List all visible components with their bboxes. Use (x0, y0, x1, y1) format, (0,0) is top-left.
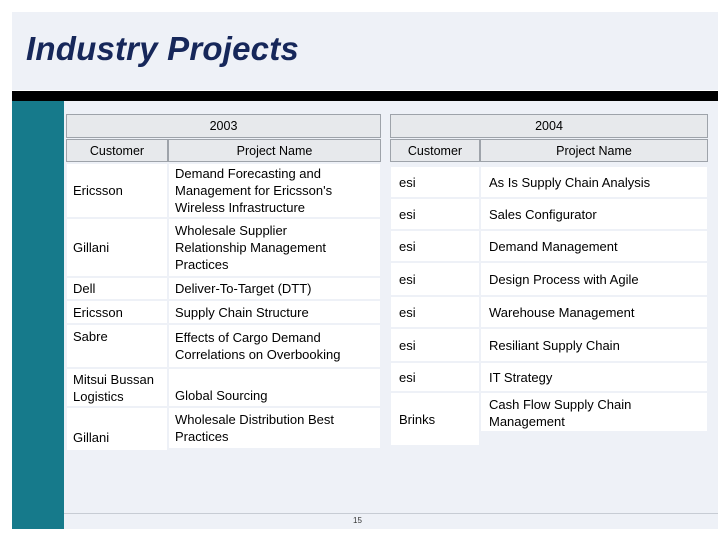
year-2004-header: 2004 (390, 114, 708, 138)
row-2003-5-project: Effects of Cargo Demand Correlations on … (169, 325, 380, 367)
row-2003-4-customer: Ericsson (67, 301, 167, 323)
slide-title: Industry Projects (26, 30, 299, 67)
page-number: 15 (353, 516, 362, 525)
title-band (12, 12, 718, 90)
row-2003-3-customer: Dell (67, 278, 167, 299)
row-2004-3-project: Demand Management (481, 231, 707, 261)
row-2003-7-customer: Gillani (67, 408, 167, 450)
row-2004-4-customer: esi (391, 263, 479, 295)
row-2003-5-customer: Sabre (67, 325, 167, 367)
row-2004-2-project: Sales Configurator (481, 199, 707, 229)
row-2004-7-customer: esi (391, 363, 479, 391)
row-2004-7-project: IT Strategy (481, 363, 707, 391)
header-2003-customer: Customer (66, 139, 168, 162)
left-accent-bar (12, 101, 64, 529)
row-2004-8-project: Cash Flow Supply Chain Management (481, 393, 707, 431)
row-2003-1-customer: Ericsson (67, 164, 167, 217)
row-2004-2-customer: esi (391, 199, 479, 229)
title-divider (12, 91, 718, 101)
footer-divider (64, 513, 718, 514)
row-2003-7-project: Wholesale Distribution Best Practices (169, 408, 380, 448)
row-2004-6-project: Resiliant Supply Chain (481, 329, 707, 361)
row-2003-2-project: Wholesale Supplier Relationship Manageme… (169, 219, 380, 276)
row-2004-1-project: As Is Supply Chain Analysis (481, 167, 707, 197)
header-2004-project-name: Project Name (480, 139, 708, 162)
header-2004-customer: Customer (390, 139, 480, 162)
row-2004-3-customer: esi (391, 231, 479, 261)
row-2003-1-project: Demand Forecasting and Management for Er… (169, 164, 380, 217)
row-2003-3-project: Deliver-To-Target (DTT) (169, 278, 380, 299)
row-2003-6-project: Global Sourcing (169, 369, 380, 406)
row-2004-4-project: Design Process with Agile (481, 263, 707, 295)
row-2003-2-customer: Gillani (67, 219, 167, 276)
year-2003-header: 2003 (66, 114, 381, 138)
row-2003-4-project: Supply Chain Structure (169, 301, 380, 323)
row-2004-5-project: Warehouse Management (481, 297, 707, 327)
row-2004-5-customer: esi (391, 297, 479, 327)
row-2004-1-customer: esi (391, 167, 479, 197)
row-2004-6-customer: esi (391, 329, 479, 361)
header-2003-project-name: Project Name (168, 139, 381, 162)
row-2003-6-customer: Mitsui Bussan Logistics (67, 369, 167, 406)
row-2004-8-customer: Brinks (391, 393, 479, 445)
